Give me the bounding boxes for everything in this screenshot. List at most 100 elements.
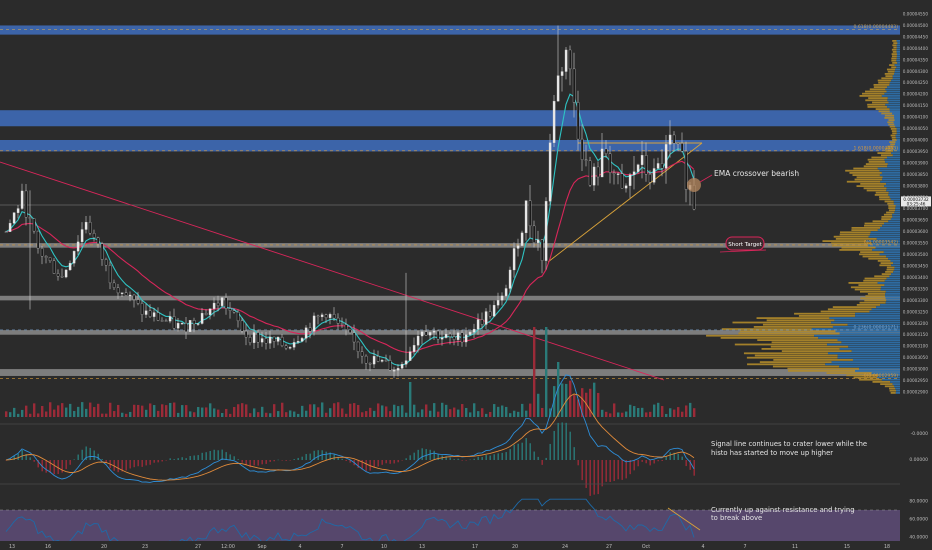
candle xyxy=(368,363,372,365)
macd-hist-bar xyxy=(553,430,555,460)
profile-bar xyxy=(881,273,892,275)
profile-bar xyxy=(856,185,885,187)
profile-bar xyxy=(859,95,882,97)
price-tick: 0.00003650 xyxy=(903,218,929,223)
candle xyxy=(72,251,76,264)
candle xyxy=(356,341,360,352)
volume-bar xyxy=(221,412,224,417)
candle xyxy=(96,237,100,244)
macd-hist-bar xyxy=(489,455,491,460)
candle xyxy=(576,102,580,140)
volume-bar xyxy=(49,402,52,417)
profile-bar xyxy=(881,378,900,381)
axis-bg xyxy=(900,0,932,550)
volume-bar xyxy=(317,407,320,417)
volume-bar xyxy=(517,411,520,417)
macd-hist-bar xyxy=(653,460,655,464)
macd-hist-bar xyxy=(197,455,199,460)
macd-hist-bar xyxy=(621,460,623,480)
time-tick: 23 xyxy=(142,544,148,550)
profile-bar xyxy=(872,249,900,251)
profile-bar xyxy=(893,46,897,49)
volume-bar xyxy=(253,408,256,417)
profile-bar xyxy=(738,332,840,335)
volume-bar xyxy=(305,410,308,417)
profile-bar xyxy=(885,75,893,77)
volume-bar xyxy=(141,405,144,417)
candle xyxy=(188,320,192,332)
profile-bar xyxy=(878,110,890,113)
profile-bar xyxy=(895,141,900,143)
profile-bar xyxy=(872,220,889,223)
macd-hist-bar xyxy=(213,449,215,460)
volume-bar xyxy=(25,405,28,417)
macd-hist-bar xyxy=(89,447,91,460)
profile-bar xyxy=(885,295,900,297)
profile-bar xyxy=(890,392,896,394)
macd-hist-bar xyxy=(685,460,687,467)
candle xyxy=(612,172,616,175)
candle xyxy=(664,144,668,169)
macd-hist-bar xyxy=(153,460,155,463)
candle xyxy=(196,323,200,325)
volume-bar xyxy=(53,409,56,417)
macd-hist-bar xyxy=(429,449,431,460)
profile-bar xyxy=(865,295,886,297)
macd-hist-bar xyxy=(625,460,627,479)
volume-bar xyxy=(269,413,272,417)
profile-bar xyxy=(887,106,900,108)
candle xyxy=(32,218,36,232)
macd-hist-bar xyxy=(229,454,231,460)
candle xyxy=(684,150,688,190)
candle xyxy=(492,305,496,317)
profile-bar xyxy=(894,119,900,121)
profile-bar xyxy=(855,312,900,315)
macd-hist-bar xyxy=(665,456,667,460)
profile-bar xyxy=(840,231,871,234)
candle xyxy=(364,355,368,364)
profile-bar xyxy=(877,152,892,154)
candle xyxy=(600,148,604,178)
profile-bar xyxy=(820,310,870,313)
profile-bar xyxy=(856,304,881,306)
volume-bar xyxy=(137,404,140,417)
profile-bar xyxy=(896,128,900,130)
volume-bar xyxy=(169,402,172,417)
candle xyxy=(420,331,424,337)
candle xyxy=(252,332,256,343)
profile-bar xyxy=(891,136,896,139)
profile-bar xyxy=(896,57,900,60)
profile-bar xyxy=(896,130,900,132)
price-tick: 0.00004200 xyxy=(903,92,929,97)
profile-bar xyxy=(887,145,894,148)
profile-bar xyxy=(888,257,900,260)
profile-bar xyxy=(721,328,812,330)
macd-hist-bar xyxy=(245,460,247,466)
volume-bar xyxy=(229,413,232,417)
candle xyxy=(116,287,120,294)
candle xyxy=(432,330,436,333)
macd-hist-bar xyxy=(257,460,259,466)
price-axis: 0.00004550 0.00004500 0.00004450 0.00004400… xyxy=(900,0,932,550)
volume-bar xyxy=(249,413,252,417)
candle xyxy=(568,49,572,70)
macd-hist-bar xyxy=(613,460,615,482)
profile-bar xyxy=(897,62,900,64)
profile-bar xyxy=(879,253,900,256)
profile-bar xyxy=(866,189,887,192)
price-tick: 0.00004050 xyxy=(903,126,929,131)
macd-hist-bar xyxy=(13,455,15,460)
profile-bar xyxy=(888,101,900,104)
macd-hist-bar xyxy=(601,460,603,487)
profile-bar xyxy=(884,92,900,95)
profile-bar xyxy=(892,62,898,64)
macd-hist-bar xyxy=(357,460,359,469)
candle xyxy=(580,138,584,160)
profile-bar xyxy=(894,73,900,75)
macd-hist-bar xyxy=(185,458,187,460)
profile-bar xyxy=(871,242,900,245)
volume-bar xyxy=(161,404,164,417)
profile-bar xyxy=(860,183,887,185)
candle xyxy=(240,320,244,332)
